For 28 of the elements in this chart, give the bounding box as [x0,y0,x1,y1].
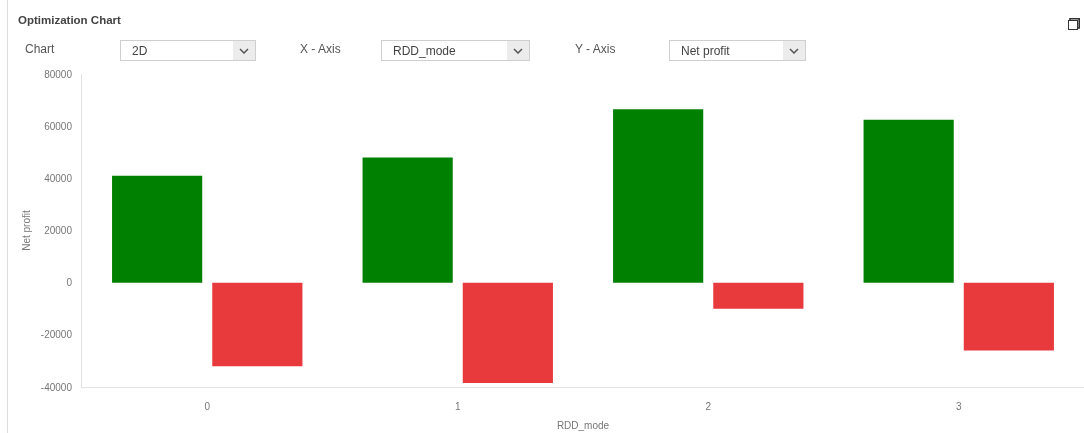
chart-title: Optimization Chart [18,14,122,27]
y-tick-label: 80000 [44,68,73,80]
dropdown: Net profit [669,40,806,61]
x-axis-title: RDD_mode [556,419,610,431]
y-tick-label: 20000 [44,225,73,236]
x-tick-label: 2 [705,401,712,412]
bar [713,282,804,309]
bar [613,109,704,283]
bar [863,119,954,283]
y-tick-label: -40000 [40,381,73,393]
bar [112,175,203,283]
bar [963,282,1054,351]
y-tick-label: 60000 [44,120,73,132]
x-tick-label: 3 [955,401,962,412]
x-tick-label: 0 [204,401,211,412]
bar [362,157,453,283]
y-tick-label: 40000 [44,172,73,184]
bar [212,282,303,367]
text: Y - Axis [575,42,616,56]
y-tick-label: -20000 [40,329,73,341]
dropdown: 2D [120,40,256,61]
text: Chart [25,42,55,56]
bar [462,282,553,384]
y-axis-title: Net profit [20,210,32,251]
y-tick-label: 0 [66,277,73,289]
dropdown: RDD_mode [381,40,530,61]
x-tick-label: 1 [454,401,461,412]
text: X - Axis [300,42,341,56]
